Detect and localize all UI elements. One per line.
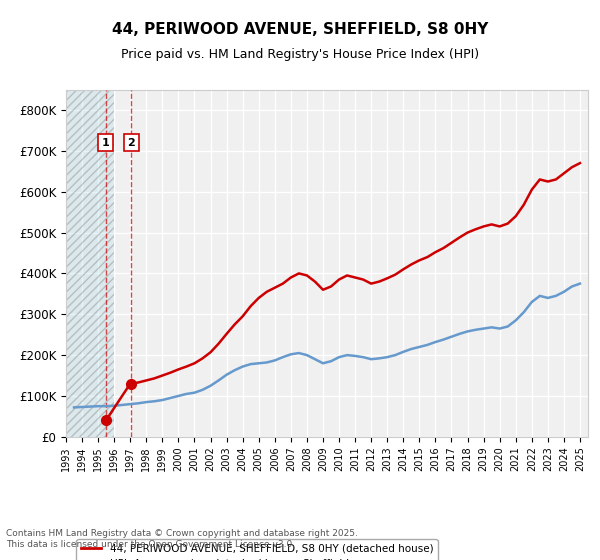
Text: 2: 2: [127, 138, 135, 148]
Text: 44, PERIWOOD AVENUE, SHEFFIELD, S8 0HY: 44, PERIWOOD AVENUE, SHEFFIELD, S8 0HY: [112, 22, 488, 38]
Text: Contains HM Land Registry data © Crown copyright and database right 2025.
This d: Contains HM Land Registry data © Crown c…: [6, 529, 358, 549]
Bar: [66, 90, 114, 437]
Text: Price paid vs. HM Land Registry's House Price Index (HPI): Price paid vs. HM Land Registry's House …: [121, 48, 479, 60]
Text: 1: 1: [102, 138, 110, 148]
Legend: 44, PERIWOOD AVENUE, SHEFFIELD, S8 0HY (detached house), HPI: Average price, det: 44, PERIWOOD AVENUE, SHEFFIELD, S8 0HY (…: [76, 539, 437, 560]
Bar: [66, 90, 114, 437]
